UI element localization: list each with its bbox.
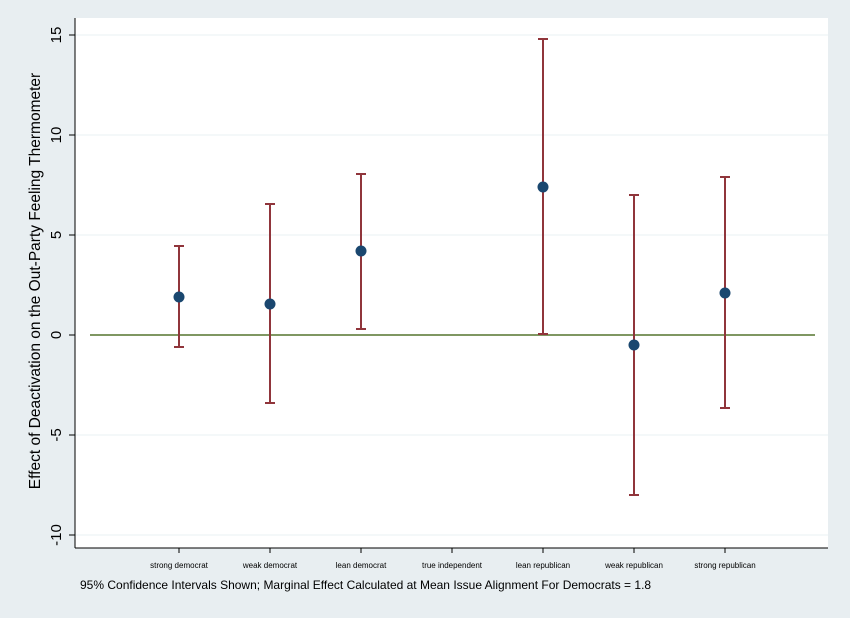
point-estimate bbox=[173, 291, 185, 303]
x-tick-label: strong democrat bbox=[150, 561, 209, 570]
x-tick-label: lean democrat bbox=[336, 561, 387, 570]
y-axis-title: Effect of Deactivation on the Out-Party … bbox=[27, 73, 44, 489]
y-tick-label: -10 bbox=[48, 524, 65, 546]
y-tick-label: 5 bbox=[48, 231, 65, 239]
y-tick-label: -5 bbox=[48, 428, 65, 441]
y-tick-label: 10 bbox=[48, 127, 65, 144]
x-tick-label: true independent bbox=[422, 561, 483, 570]
x-tick-label: weak republican bbox=[604, 561, 663, 570]
x-tick-label: strong republican bbox=[694, 561, 755, 570]
x-tick-label: weak democrat bbox=[242, 561, 298, 570]
plot-area bbox=[75, 18, 828, 548]
point-estimate bbox=[264, 298, 276, 310]
footnote: 95% Confidence Intervals Shown; Marginal… bbox=[80, 578, 652, 592]
point-estimate bbox=[628, 339, 640, 351]
x-tick-label: lean republican bbox=[516, 561, 570, 570]
point-estimate bbox=[537, 181, 549, 193]
point-estimate bbox=[355, 245, 367, 257]
point-estimate bbox=[719, 287, 731, 299]
y-tick-label: 0 bbox=[48, 331, 65, 339]
y-tick-label: 15 bbox=[48, 27, 65, 44]
